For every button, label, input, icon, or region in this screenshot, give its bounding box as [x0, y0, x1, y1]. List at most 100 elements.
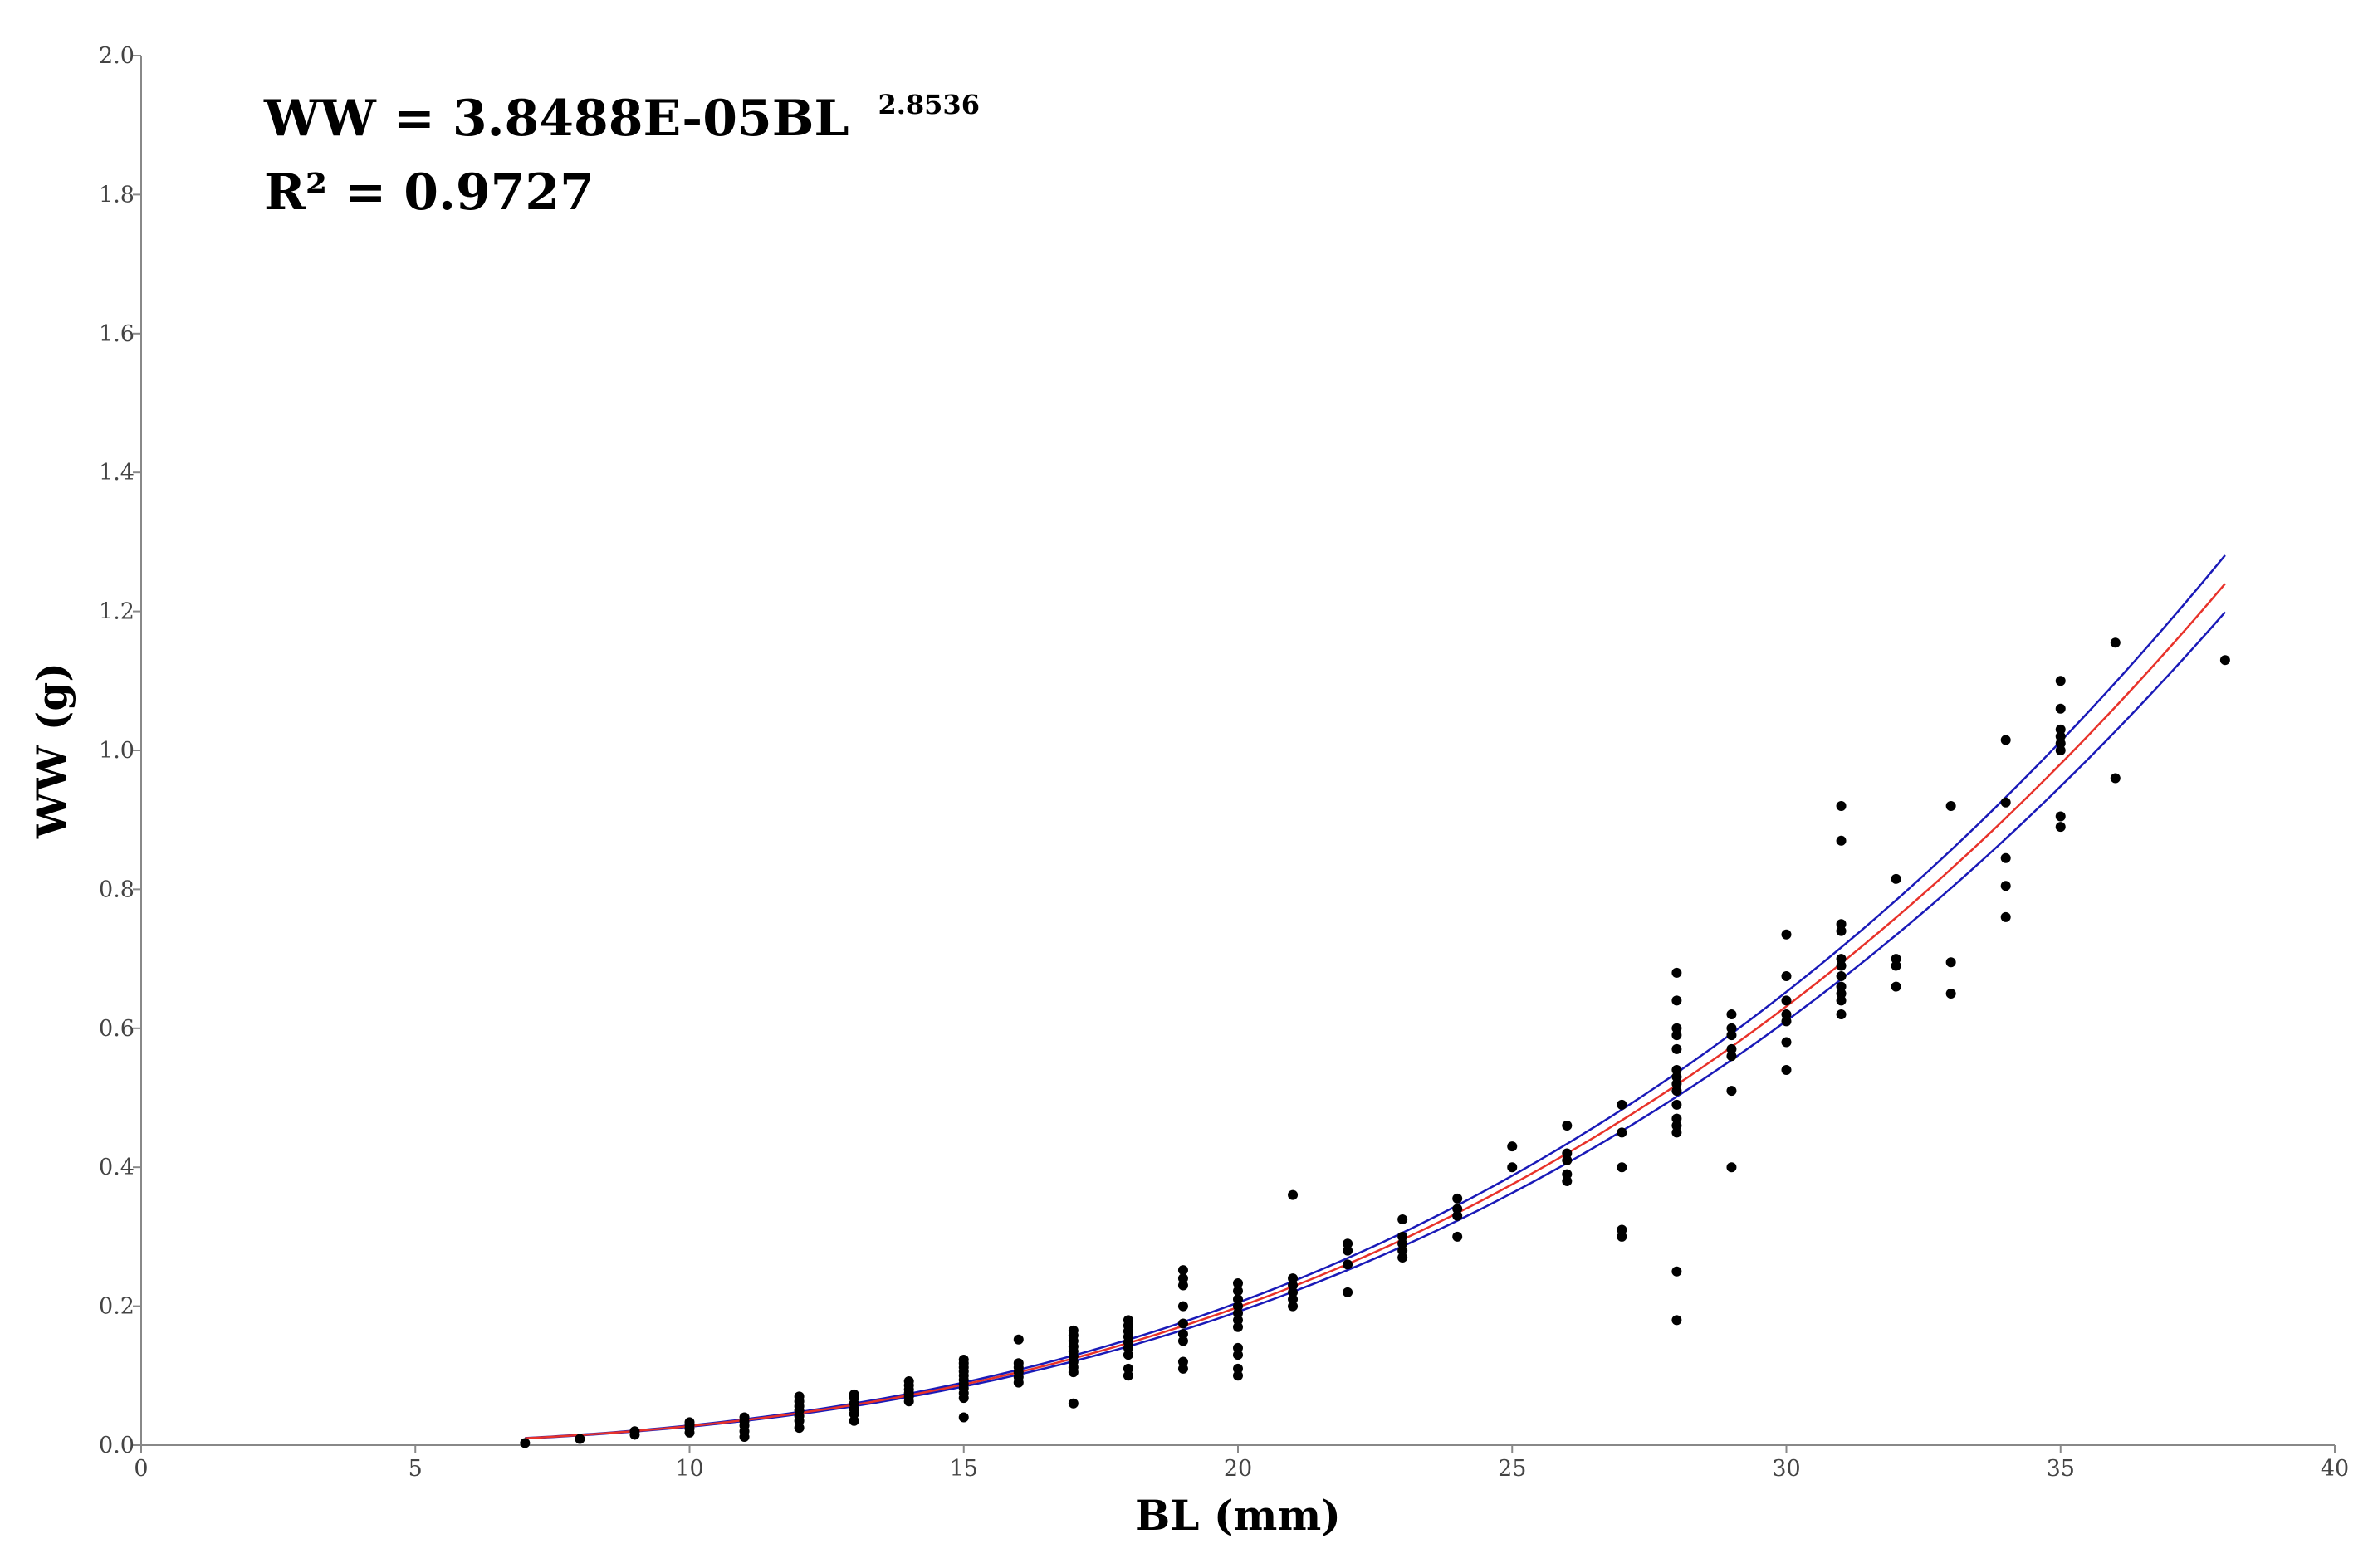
data-point — [1726, 1030, 1737, 1041]
y-tick-label: 1.6 — [99, 321, 135, 347]
data-point — [1013, 1334, 1024, 1345]
data-point — [1617, 1162, 1627, 1173]
data-point — [1891, 954, 1901, 965]
y-axis-title: WW (g) — [27, 662, 76, 839]
data-point — [1233, 1301, 1243, 1312]
data-point — [520, 1438, 531, 1448]
data-point — [1177, 1301, 1188, 1312]
data-point — [1836, 835, 1847, 846]
data-point — [2000, 881, 2011, 891]
data-point — [1233, 1370, 1243, 1381]
y-axis: 0.0 0.2 0.4 0.6 0.8 1.0 1.2 1.4 1.6 1.8 2.0 — [99, 43, 142, 1458]
data-point — [903, 1376, 914, 1386]
data-point — [849, 1389, 859, 1399]
x-axis: 0 5 10 15 20 25 30 35 40 — [134, 1444, 2349, 1482]
data-point — [1945, 800, 1956, 811]
data-point — [1671, 1072, 1682, 1082]
data-point — [1343, 1259, 1353, 1270]
data-point — [1562, 1155, 1573, 1165]
data-point — [1836, 981, 1847, 992]
data-point — [1013, 1358, 1024, 1369]
data-point — [1177, 1318, 1188, 1329]
x-tick-label: 20 — [1224, 1456, 1252, 1482]
data-point — [2055, 703, 2066, 714]
data-point — [1233, 1363, 1243, 1374]
data-point — [1562, 1148, 1573, 1159]
data-point — [684, 1417, 695, 1428]
data-point — [2110, 773, 2121, 784]
data-point — [1726, 1162, 1737, 1173]
data-point — [1836, 919, 1847, 930]
y-tick-label: 1.2 — [99, 599, 135, 625]
data-point — [1452, 1204, 1463, 1214]
data-point — [1836, 926, 1847, 936]
data-point — [2055, 745, 2066, 755]
data-point — [1836, 954, 1847, 965]
data-point — [1891, 873, 1901, 884]
data-point — [1233, 1315, 1243, 1326]
data-point — [1562, 1169, 1573, 1180]
data-point — [2000, 735, 2011, 745]
data-point — [1836, 971, 1847, 982]
data-point — [1068, 1398, 1079, 1409]
y-tick-label: 2.0 — [99, 43, 135, 69]
data-point — [1233, 1286, 1243, 1297]
x-tick-label: 0 — [134, 1456, 148, 1482]
fit-equation: WW = 3.8488E-05BL 2.8536 — [263, 89, 980, 148]
data-point — [1671, 1065, 1682, 1076]
data-point — [794, 1391, 805, 1402]
data-points — [520, 637, 2230, 1448]
data-point — [2000, 852, 2011, 863]
data-point — [1288, 1273, 1299, 1284]
data-point — [1452, 1210, 1463, 1221]
data-point — [1781, 929, 1792, 940]
data-point — [1781, 1065, 1792, 1076]
data-point — [1288, 1301, 1299, 1312]
y-tick-label: 0.2 — [99, 1294, 135, 1320]
data-point — [1671, 1043, 1682, 1054]
data-point — [2055, 811, 2066, 822]
y-tick-label: 0.4 — [99, 1155, 135, 1180]
data-point — [1397, 1245, 1408, 1256]
data-point — [1123, 1350, 1133, 1360]
data-point — [1726, 1009, 1737, 1020]
upper-band-line — [525, 554, 2226, 1439]
data-point — [1671, 1315, 1682, 1326]
fit-curves — [525, 554, 2226, 1440]
x-tick-label: 30 — [1772, 1456, 1800, 1482]
data-point — [2055, 822, 2066, 833]
data-point — [1177, 1356, 1188, 1367]
data-point — [1288, 1287, 1299, 1297]
data-point — [1123, 1363, 1133, 1374]
y-tick-label: 1.8 — [99, 182, 135, 208]
data-point — [1726, 1023, 1737, 1033]
data-point — [1671, 1113, 1682, 1124]
data-point — [1836, 800, 1847, 811]
data-point — [1726, 1043, 1737, 1054]
data-point — [2000, 911, 2011, 922]
data-point — [1836, 988, 1847, 999]
data-point — [849, 1415, 859, 1426]
data-point — [1177, 1273, 1188, 1284]
fit-equation-main: WW = 3.8488E-05BL — [263, 90, 849, 148]
data-point — [1397, 1214, 1408, 1224]
data-point — [1945, 957, 1956, 968]
data-point — [1671, 1078, 1682, 1089]
data-point — [1671, 1099, 1682, 1110]
data-point — [958, 1355, 969, 1365]
data-point — [2055, 731, 2066, 742]
y-tick-label: 1.0 — [99, 738, 135, 764]
data-point — [1397, 1253, 1408, 1263]
data-point — [1288, 1294, 1299, 1305]
data-point — [1836, 995, 1847, 1006]
data-point — [1617, 1231, 1627, 1242]
data-point — [2219, 655, 2230, 666]
x-tick-label: 40 — [2321, 1456, 2349, 1482]
y-tick-label: 0.8 — [99, 877, 135, 902]
data-point — [1123, 1315, 1133, 1326]
data-point — [1671, 1266, 1682, 1277]
data-point — [1671, 1023, 1682, 1033]
data-point — [1233, 1277, 1243, 1288]
